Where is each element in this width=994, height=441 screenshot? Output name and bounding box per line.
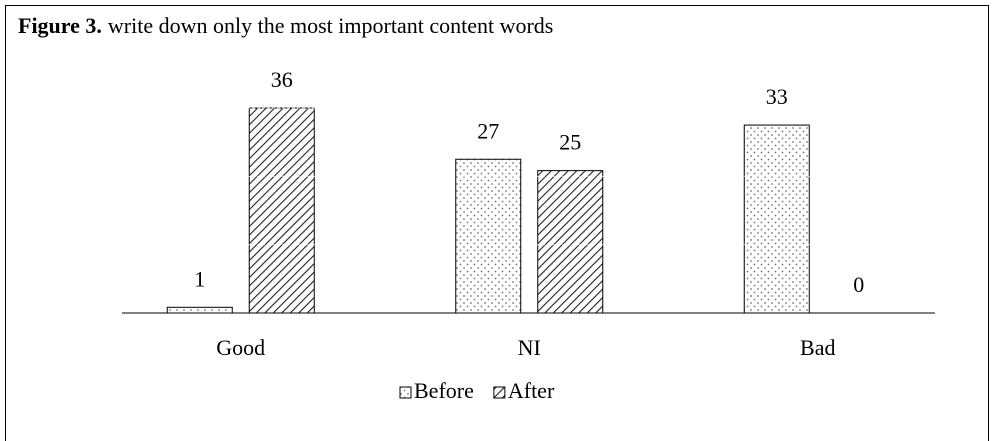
data-label: 33 [766, 84, 788, 109]
legend-label: After [508, 378, 555, 403]
legend-label: Before [414, 378, 474, 403]
legend-swatch [493, 386, 506, 399]
data-label: 0 [853, 272, 864, 297]
chart-title: Figure 3. write down only the most import… [18, 13, 553, 38]
data-label: 25 [559, 130, 581, 155]
frame [5, 5, 989, 441]
bar [743, 124, 810, 314]
title-text: write down only the most important conte… [108, 13, 553, 38]
data-label: 36 [271, 67, 293, 92]
figure-label: Figure 3. [18, 13, 102, 38]
x-tick-label: Bad [800, 335, 835, 360]
bar [248, 107, 315, 314]
bar [166, 306, 233, 314]
x-tick-label: NI [518, 335, 541, 360]
bar [455, 158, 522, 314]
data-label: 27 [477, 118, 499, 143]
data-label: 1 [194, 266, 205, 291]
legend-swatch [399, 386, 412, 399]
x-tick-label: Good [216, 335, 265, 360]
bar [537, 170, 604, 314]
